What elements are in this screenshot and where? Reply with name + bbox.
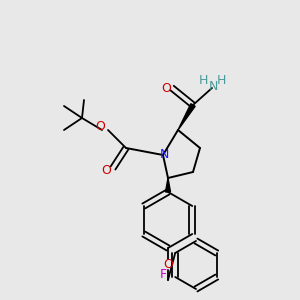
Text: O: O: [101, 164, 111, 178]
Polygon shape: [178, 104, 195, 130]
Polygon shape: [166, 178, 170, 192]
Text: O: O: [161, 82, 171, 94]
Text: F: F: [160, 268, 167, 281]
Text: H: H: [198, 74, 208, 86]
Text: N: N: [208, 80, 218, 94]
Text: N: N: [159, 148, 169, 161]
Text: H: H: [216, 74, 226, 86]
Text: O: O: [95, 121, 105, 134]
Text: O: O: [163, 259, 173, 272]
